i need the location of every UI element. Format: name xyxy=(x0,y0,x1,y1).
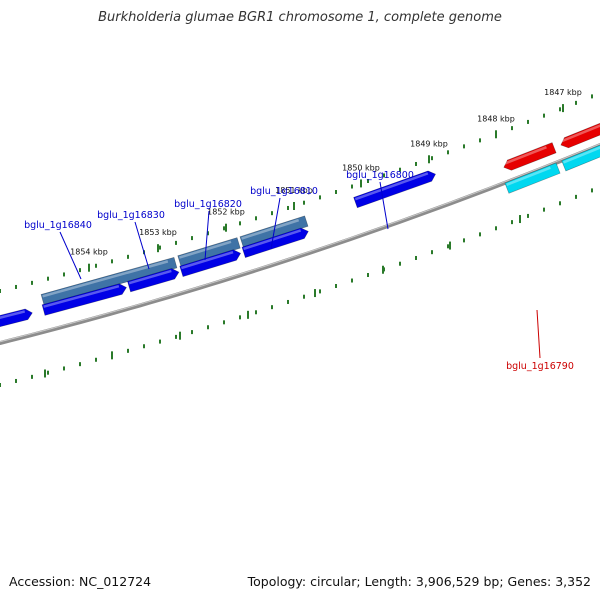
accession-text: Accession: NC_012724 xyxy=(9,574,152,589)
scale-tick-label: 1853 kbp xyxy=(139,228,177,237)
gene-feature-bglu_1g16810-highlight xyxy=(241,218,300,240)
gene-label-bglu_1g16790[interactable]: bglu_1g16790 xyxy=(506,361,574,372)
gene-label-bglu_1g16840[interactable]: bglu_1g16840 xyxy=(24,220,92,231)
cds-feature-bglu_1g16830-highlight xyxy=(128,269,172,285)
gene-label-leader xyxy=(536,309,541,359)
gene-feature-bglu_1g16820[interactable] xyxy=(177,237,241,267)
cds-feature-bglu_1g16840[interactable] xyxy=(41,282,128,316)
gene-feature-bglu_1g16820-shape xyxy=(177,237,241,267)
cds-feature-bglu_1g16790-shape xyxy=(503,142,557,171)
cds-feature-bglu_1g16830-shape xyxy=(127,268,180,293)
cds-feature-reverse[interactable] xyxy=(559,120,600,150)
gene-feature-reverse-highlight xyxy=(562,146,600,164)
cds-feature-forward-shape xyxy=(0,308,33,330)
scale-tick-label: 1850 kbp xyxy=(342,163,380,172)
gene-label-bglu_1g16810[interactable]: bglu_1g16810 xyxy=(250,186,318,197)
cds-feature-bglu_1g16800-shape xyxy=(353,170,436,209)
cds-feature-reverse-highlight xyxy=(560,124,600,143)
cds-feature-forward-highlight xyxy=(0,310,26,322)
cds-feature-bglu_1g16800[interactable] xyxy=(353,169,438,209)
gene-feature-bglu_1g16820-highlight xyxy=(178,240,232,259)
gene-label-leader xyxy=(59,231,82,280)
gene-label-leader xyxy=(204,210,210,261)
cds-feature-bglu_1g16810-shape xyxy=(241,227,309,258)
gene-feature-bglu_1g16790-highlight xyxy=(506,166,551,186)
scale-tick-label: 1851 kbp xyxy=(275,186,313,195)
cds-feature-bglu_1g16840-highlight xyxy=(43,284,120,308)
cds-feature-bglu_1g16790[interactable] xyxy=(502,142,557,173)
gene-feature-reverse[interactable] xyxy=(561,142,600,172)
cds-feature-bglu_1g16820[interactable] xyxy=(179,248,243,278)
gene-feature-bglu_1g16790[interactable] xyxy=(504,162,561,194)
cds-feature-bglu_1g16830[interactable] xyxy=(127,267,180,293)
cds-feature-bglu_1g16820-shape xyxy=(179,249,242,278)
cds-feature-bglu_1g16840-shape xyxy=(41,283,127,316)
scale-tick-label: 1854 kbp xyxy=(70,248,108,257)
cds-feature-bglu_1g16820-highlight xyxy=(180,251,234,270)
gene-label-leader xyxy=(379,181,389,230)
gene-feature-reverse-shape xyxy=(561,142,600,172)
gene-feature-bglu_1g16840[interactable] xyxy=(40,256,178,306)
scale-tick-label: 1849 kbp xyxy=(410,139,448,148)
gene-feature-bglu_1g16790-shape xyxy=(504,162,561,194)
gene-feature-bglu_1g16840-shape xyxy=(40,256,178,306)
gene-label-leader xyxy=(134,221,150,270)
gene-label-leader xyxy=(270,197,281,250)
gene-label-bglu_1g16800[interactable]: bglu_1g16800 xyxy=(346,170,414,181)
scale-tick-label: 1852 kbp xyxy=(207,208,245,217)
gene-feature-bglu_1g16840-highlight xyxy=(42,260,169,298)
scale-tick-label: 1848 kbp xyxy=(477,114,515,123)
map-title: Burkholderia glumae BGR1 chromosome 1, c… xyxy=(98,10,502,25)
scale-tick-label: 1847 kbp xyxy=(544,88,582,97)
backbone-line xyxy=(0,142,600,346)
cds-feature-forward[interactable] xyxy=(0,308,34,330)
cds-feature-reverse-shape xyxy=(560,120,600,149)
genome-summary-text: Topology: circular; Length: 3,906,529 bp… xyxy=(247,574,591,589)
gene-label-bglu_1g16820[interactable]: bglu_1g16820 xyxy=(174,199,242,210)
cds-feature-bglu_1g16790-highlight xyxy=(503,146,547,166)
backbone-highlight xyxy=(0,143,600,343)
gene-label-bglu_1g16830[interactable]: bglu_1g16830 xyxy=(97,210,165,221)
cds-feature-bglu_1g16800-highlight xyxy=(354,172,429,201)
